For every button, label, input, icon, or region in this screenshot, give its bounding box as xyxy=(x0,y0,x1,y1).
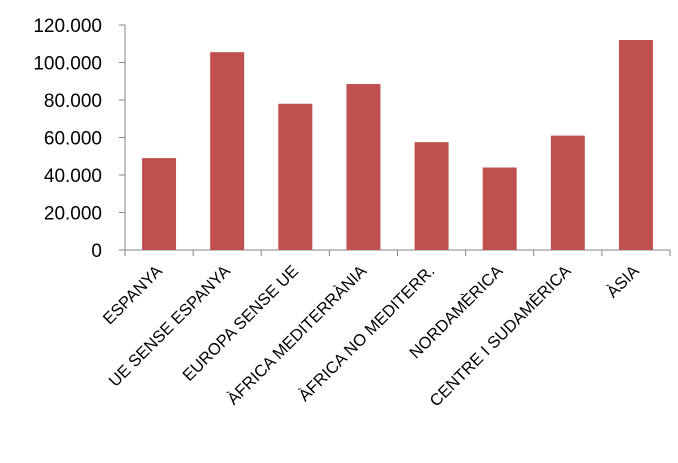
y-tick-label: 60.000 xyxy=(44,129,102,150)
y-tick-label: 0 xyxy=(91,241,102,262)
x-category-label: ÀFRICA MEDITERRÀNIA xyxy=(223,261,370,408)
y-tick-label: 100.000 xyxy=(33,54,102,75)
x-axis xyxy=(124,249,671,256)
y-axis: 0 20.000 40.000 60.000 80.000 100.000 120.000 xyxy=(33,16,126,262)
bar xyxy=(210,52,245,250)
bar xyxy=(278,103,313,250)
y-tick-label: 120.000 xyxy=(33,16,102,37)
bar xyxy=(618,40,653,250)
y-tick-label: 40.000 xyxy=(44,166,102,187)
x-category-label: UE SENSE ESPANYA xyxy=(106,262,234,390)
x-category-label: ÀSIA xyxy=(603,261,643,301)
x-category-label: CENTRE I SUDAMÈRICA xyxy=(426,261,575,410)
x-category-label: EUROPA SENSE UE xyxy=(179,262,302,385)
bar xyxy=(482,167,517,250)
bars xyxy=(142,40,653,250)
x-category-label: ÀFRICA NO MEDITERR. xyxy=(295,261,439,405)
bar xyxy=(414,142,449,250)
y-tick-label: 20.000 xyxy=(44,204,102,225)
bar xyxy=(346,84,381,250)
bar xyxy=(142,158,177,250)
bar xyxy=(550,135,585,250)
y-tick-label: 80.000 xyxy=(44,91,102,112)
x-category-label: ESPANYA xyxy=(100,262,166,328)
